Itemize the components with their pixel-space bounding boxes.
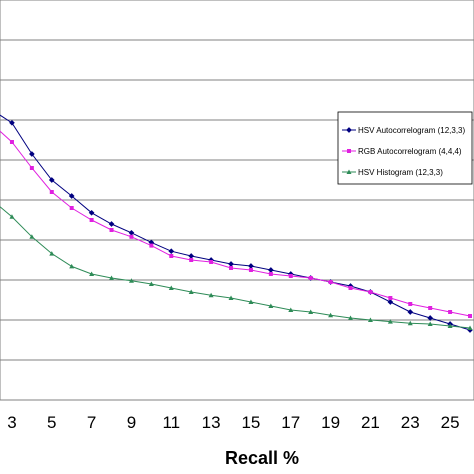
data-point: [89, 218, 94, 222]
data-point: [189, 258, 194, 262]
data-point: [68, 193, 75, 199]
data-point: [149, 243, 154, 248]
data-point: [387, 299, 394, 305]
data-point: [128, 278, 134, 283]
data-point: [188, 289, 194, 294]
x-tick-label: 9: [127, 413, 136, 432]
data-point: [447, 323, 453, 328]
data-point: [348, 315, 354, 320]
x-tick-label: 11: [162, 413, 180, 432]
data-point: [49, 190, 54, 194]
x-tick-label: 23: [401, 413, 420, 432]
x-tick-label: 13: [202, 413, 221, 432]
data-point: [268, 267, 274, 273]
data-point: [288, 307, 294, 312]
legend-label-2: RGB Autocorrelogram (4,4,4): [358, 147, 462, 156]
data-point: [129, 234, 134, 239]
data-point: [448, 310, 453, 314]
legend-entry-1: HSV Autocorrelogram (12,3,3): [342, 126, 465, 135]
legend-entry-2: RGB Autocorrelogram (4,4,4): [342, 147, 462, 156]
data-point: [108, 221, 115, 227]
data-point: [128, 229, 135, 236]
data-point: [168, 248, 175, 255]
data-point: [428, 306, 433, 310]
data-point: [407, 309, 414, 315]
data-point: [188, 253, 195, 259]
x-tick-label: 5: [47, 413, 56, 432]
data-point: [89, 271, 95, 276]
legend-label-1: HSV Autocorrelogram (12,3,3): [358, 126, 465, 135]
x-tick-label: 3: [7, 413, 16, 432]
data-point: [328, 312, 334, 318]
x-tick-label: 25: [441, 413, 460, 432]
legend: HSV Autocorrelogram (12,3,3) RGB Autocor…: [337, 111, 473, 185]
x-axis-title: Recall %: [225, 448, 299, 468]
data-point: [209, 260, 214, 264]
data-point: [388, 296, 393, 300]
legend-marker-3: [346, 169, 352, 174]
data-point: [387, 319, 393, 324]
data-point: [69, 263, 75, 269]
x-tick-label: 7: [87, 413, 96, 432]
data-point: [308, 276, 313, 280]
data-point: [49, 251, 55, 256]
data-point: [407, 320, 413, 326]
data-point: [248, 268, 253, 272]
gridlines: [0, 39, 474, 361]
plot-area-border: [0, 0, 474, 401]
data-point: [88, 209, 95, 216]
data-point: [9, 119, 15, 126]
data-point: [368, 290, 373, 294]
data-point: [29, 166, 34, 170]
data-point: [467, 325, 473, 330]
legend-label-3: HSV Histogram (12,3,3): [358, 168, 443, 177]
series-3: [0, 206, 473, 330]
series-2: [0, 130, 473, 318]
legend-marker-1: [346, 127, 352, 133]
data-point: [268, 272, 273, 276]
x-tick-label: 15: [241, 413, 260, 432]
x-tick-labels: 3 5 7 9 11 13 15 17 19 21 23 25: [7, 413, 459, 432]
data-point: [169, 254, 174, 258]
data-point: [148, 281, 154, 286]
data-point: [248, 299, 254, 304]
data-point: [228, 295, 234, 300]
data-point: [408, 302, 413, 306]
data-point: [288, 274, 293, 278]
data-point: [348, 286, 353, 290]
data-point: [328, 280, 333, 284]
data-point: [69, 206, 74, 210]
x-tick-label: 19: [321, 413, 340, 432]
legend-marker-2: [347, 149, 351, 153]
legend-entry-3: HSV Histogram (12,3,3): [342, 168, 443, 177]
data-point: [268, 303, 274, 308]
x-tick-label: 17: [281, 413, 300, 432]
data-point: [427, 315, 434, 321]
data-point: [29, 151, 35, 157]
data-point: [427, 321, 433, 326]
data-point: [208, 292, 214, 298]
data-point: [367, 317, 373, 322]
data-point: [109, 275, 115, 280]
data-point: [29, 234, 35, 239]
data-point: [168, 285, 174, 290]
data-point: [308, 309, 314, 314]
data-point: [9, 140, 14, 144]
series-layer: [0, 114, 473, 333]
data-point: [228, 261, 234, 267]
data-point: [109, 228, 114, 232]
legend-box: [337, 111, 473, 185]
data-point: [229, 266, 234, 270]
x-tick-label: 21: [361, 413, 380, 432]
data-point: [468, 314, 473, 318]
data-point: [9, 214, 15, 219]
data-point: [248, 263, 254, 269]
